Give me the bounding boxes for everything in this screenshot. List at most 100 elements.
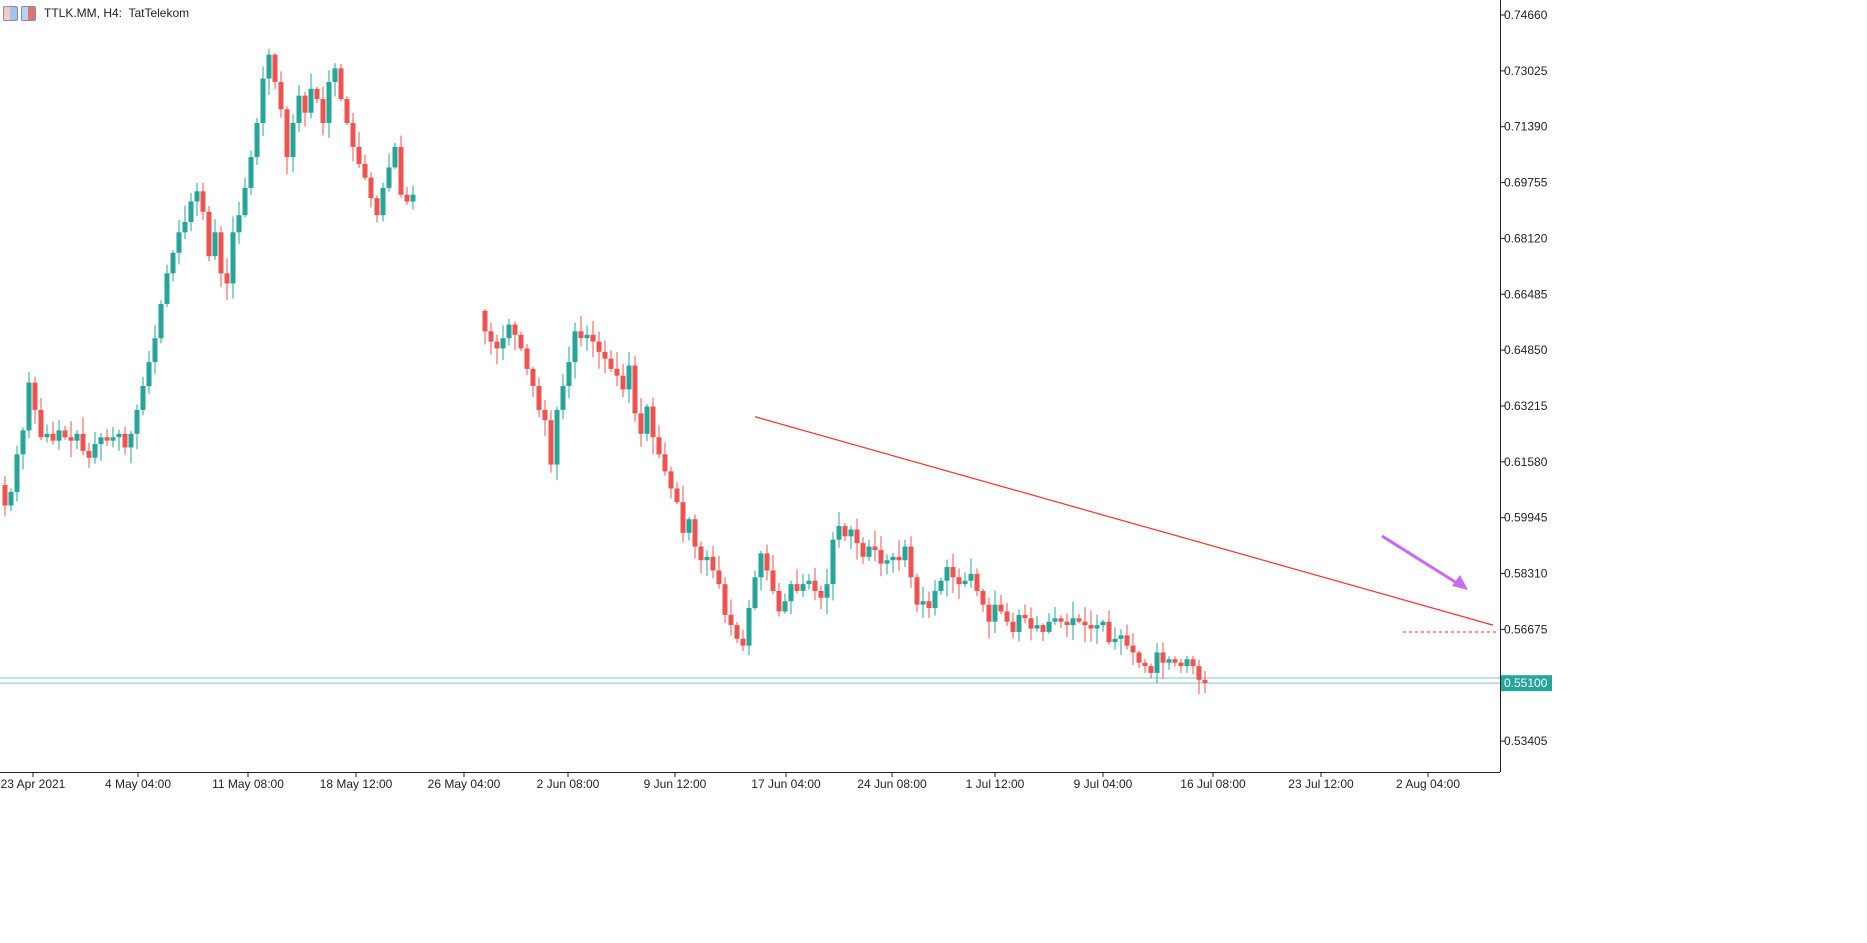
candle [1016, 609, 1022, 642]
candle-body [1148, 666, 1154, 673]
candle [236, 202, 242, 244]
candle [950, 553, 956, 594]
candle-body [962, 580, 968, 585]
candle [1100, 619, 1106, 632]
candle [944, 559, 950, 597]
candle [896, 540, 902, 572]
candle [764, 544, 770, 581]
y-tick-label: 0.68120 [1504, 231, 1548, 245]
candle-body [980, 590, 986, 605]
candle-body [890, 556, 896, 561]
candle-body [602, 351, 608, 359]
candle-body [644, 406, 650, 434]
x-tick-label: 26 May 04:00 [428, 777, 501, 791]
candle [1148, 663, 1154, 679]
candle-body [1106, 621, 1112, 643]
candle-body [1166, 659, 1172, 663]
candle [800, 574, 806, 597]
candle-body [1034, 625, 1040, 629]
candle-body [1196, 666, 1202, 680]
candle [824, 568, 830, 615]
candle [746, 600, 752, 656]
chart-window-icon[interactable] [3, 5, 18, 21]
candle [368, 171, 374, 208]
y-tick-label: 0.69755 [1504, 176, 1548, 190]
candle-body [812, 580, 818, 591]
candle [272, 52, 278, 90]
candle [1112, 627, 1118, 650]
x-axis-ticks: 23 Apr 2021 4 May 04:00 11 May 08:00 18 May… [1, 772, 1460, 791]
x-tick-label: 1 Jul 12:00 [966, 777, 1025, 791]
candle [380, 182, 386, 222]
candle-body [410, 194, 416, 202]
candle [1010, 612, 1016, 639]
candle-body [968, 573, 974, 581]
candle-body [110, 437, 116, 441]
candle [692, 514, 698, 559]
candle-body [200, 191, 206, 212]
candle [782, 593, 788, 614]
candle [908, 536, 914, 588]
candle-body [254, 122, 260, 158]
candle-body [944, 567, 950, 581]
candle [512, 321, 518, 351]
candle-body [578, 331, 584, 339]
candle [44, 424, 50, 443]
candle [278, 71, 284, 118]
candle [884, 554, 890, 575]
x-tick-label: 11 May 08:00 [212, 777, 284, 791]
candle-body [662, 454, 668, 472]
arrow-icon[interactable] [1452, 575, 1468, 590]
candle-body [290, 122, 296, 158]
candle-body [524, 348, 530, 369]
candle-body [668, 471, 674, 489]
candle [518, 331, 524, 352]
y-tick-label: 0.64850 [1504, 343, 1548, 357]
candle [842, 523, 848, 542]
candle [794, 569, 800, 594]
candle [560, 374, 566, 420]
candle-body [608, 358, 614, 369]
chart-properties-icon[interactable] [21, 5, 36, 21]
candle [656, 425, 662, 459]
candle [1142, 659, 1148, 673]
chart-objects[interactable] [754, 416, 1499, 633]
candle [848, 525, 854, 550]
candle [1196, 659, 1202, 695]
y-tick-label: 0.61580 [1504, 455, 1548, 469]
x-tick-label: 9 Jun 12:00 [644, 777, 707, 791]
candle-body [548, 420, 554, 465]
candle [224, 258, 230, 301]
candle-body [974, 573, 980, 591]
candle [260, 66, 266, 137]
candle-body [1046, 621, 1052, 632]
candle [392, 142, 398, 170]
candle [1082, 607, 1088, 643]
candle [608, 350, 614, 372]
symbol-title: TTLK.MM, H4: TatTelekom [44, 6, 190, 20]
candle-body [626, 365, 632, 390]
candle-body [380, 187, 386, 216]
trendline[interactable] [754, 416, 1494, 626]
candle-body [1070, 618, 1076, 626]
candle [1034, 615, 1040, 632]
candle-body [1040, 625, 1046, 632]
candle [698, 541, 704, 574]
candle-body [698, 546, 704, 561]
candle-body [704, 556, 710, 561]
candle-body [320, 99, 326, 123]
candle-body [1112, 638, 1118, 643]
arrow-shaft[interactable] [1381, 534, 1461, 587]
candle [200, 182, 206, 221]
candle-body [728, 614, 734, 626]
candle-body [1124, 635, 1130, 646]
candle-body [1082, 621, 1088, 626]
candle-body [314, 88, 320, 100]
candle-body [1058, 618, 1064, 622]
candle [878, 536, 884, 577]
y-tick-label: 0.63215 [1504, 399, 1548, 413]
candle-body [1142, 662, 1148, 667]
candle [578, 316, 584, 347]
candle-body [1094, 625, 1100, 629]
